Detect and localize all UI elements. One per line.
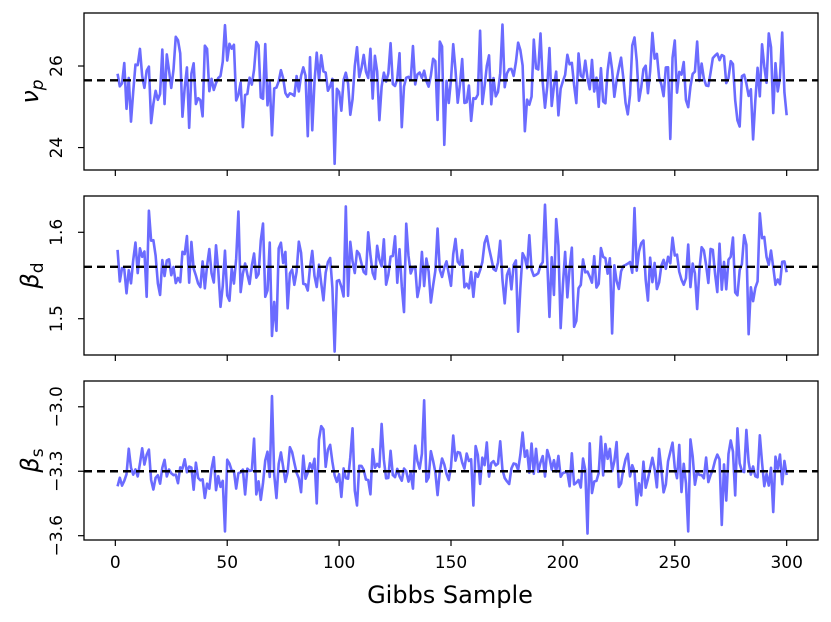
x-tick-label: 50 <box>216 553 238 573</box>
panel-3: −3.6 −3.3 −3.0 βs 0 50 100 150 200 250 300 <box>16 380 819 573</box>
y-tick-label: −3.6 <box>47 515 67 556</box>
y-tick-label: 1.6 <box>47 219 67 246</box>
panel-2: 1.5 1.6 βd <box>16 195 819 361</box>
x-tick-label: 300 <box>770 553 802 573</box>
y-axis-label: βs <box>16 448 48 473</box>
x-axis-label: Gibbs Sample <box>367 581 533 609</box>
y-axis-label: νp <box>16 79 48 103</box>
x-tick-label: 100 <box>323 553 355 573</box>
x-tick-label: 0 <box>110 553 121 573</box>
trace-line <box>116 23 788 166</box>
trace-line <box>116 394 788 535</box>
y-tick-label: 24 <box>47 137 67 159</box>
trace-line <box>116 203 788 353</box>
y-tick-label: 26 <box>47 55 67 77</box>
y-axis-label: βd <box>16 262 48 289</box>
x-tick-label: 200 <box>547 553 579 573</box>
x-tick-label: 250 <box>659 553 691 573</box>
y-tick-label: −3.3 <box>47 451 67 492</box>
y-tick-label: 1.5 <box>47 305 67 332</box>
x-tick-label: 150 <box>435 553 467 573</box>
y-tick-label: −3.0 <box>47 386 67 427</box>
